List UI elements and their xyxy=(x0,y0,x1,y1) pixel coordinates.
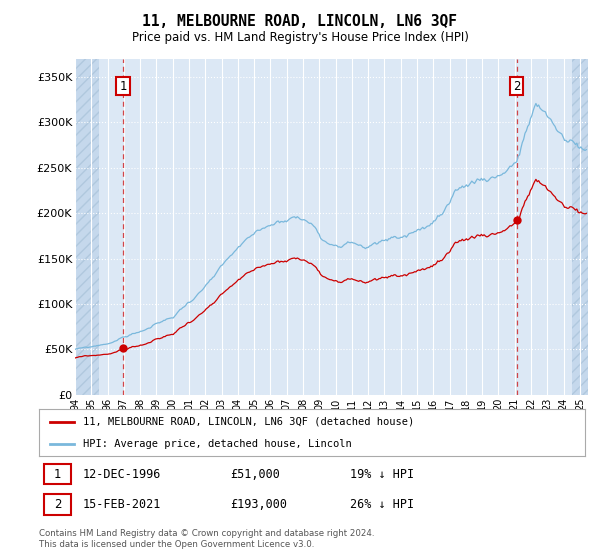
Text: Contains HM Land Registry data © Crown copyright and database right 2024.
This d: Contains HM Land Registry data © Crown c… xyxy=(39,529,374,549)
Bar xyxy=(572,59,588,395)
FancyBboxPatch shape xyxy=(44,464,71,484)
Text: 19% ↓ HPI: 19% ↓ HPI xyxy=(350,468,415,480)
Text: HPI: Average price, detached house, Lincoln: HPI: Average price, detached house, Linc… xyxy=(83,438,352,449)
Text: 15-FEB-2021: 15-FEB-2021 xyxy=(83,498,161,511)
Text: £193,000: £193,000 xyxy=(230,498,287,511)
Text: 1: 1 xyxy=(119,80,127,92)
Text: Price paid vs. HM Land Registry's House Price Index (HPI): Price paid vs. HM Land Registry's House … xyxy=(131,31,469,44)
Text: 2: 2 xyxy=(54,498,61,511)
Text: 26% ↓ HPI: 26% ↓ HPI xyxy=(350,498,415,511)
Bar xyxy=(75,59,100,395)
Text: 1: 1 xyxy=(54,468,61,480)
FancyBboxPatch shape xyxy=(44,494,71,515)
Text: 11, MELBOURNE ROAD, LINCOLN, LN6 3QF (detached house): 11, MELBOURNE ROAD, LINCOLN, LN6 3QF (de… xyxy=(83,417,414,427)
Text: 2: 2 xyxy=(513,80,520,92)
Text: 11, MELBOURNE ROAD, LINCOLN, LN6 3QF: 11, MELBOURNE ROAD, LINCOLN, LN6 3QF xyxy=(143,14,458,29)
Text: 12-DEC-1996: 12-DEC-1996 xyxy=(83,468,161,480)
Text: £51,000: £51,000 xyxy=(230,468,280,480)
